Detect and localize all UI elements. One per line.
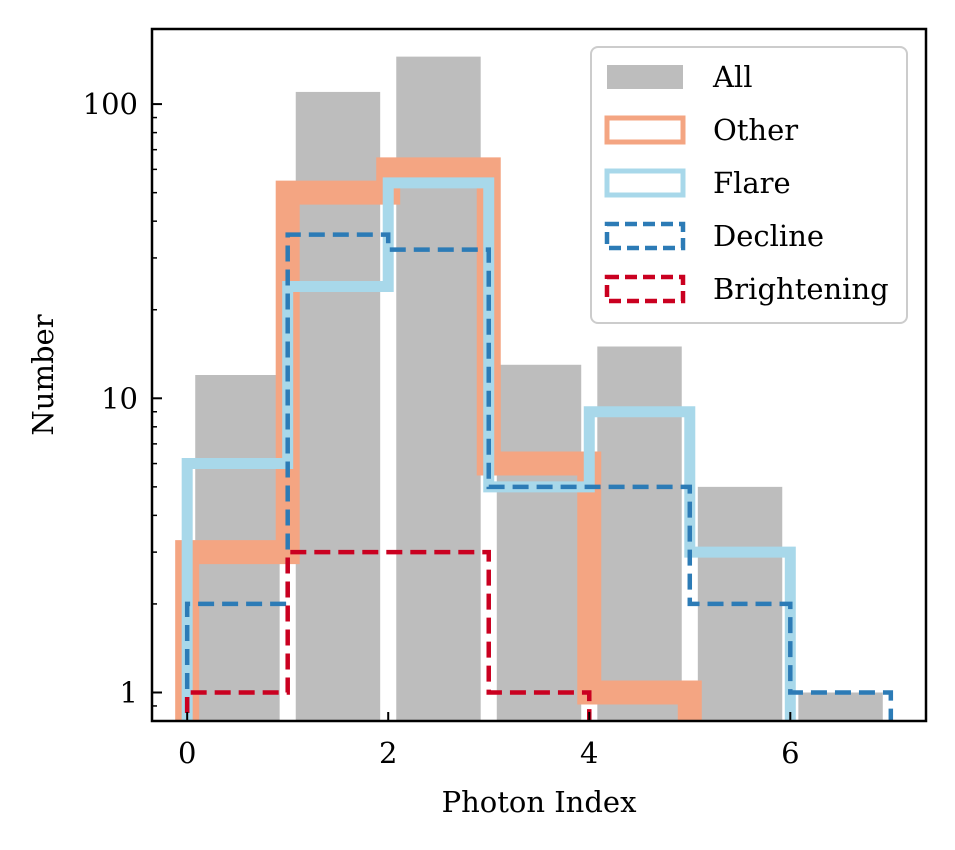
x-tick-label: 6	[781, 736, 799, 770]
y-axis-label: Number	[26, 314, 60, 435]
x-tick-label: 2	[379, 736, 397, 770]
y-tick-label: 100	[83, 87, 138, 121]
step-line-decline	[184, 232, 894, 721]
bar-all-3	[496, 364, 582, 721]
legend-swatch	[604, 168, 686, 198]
legend-label: All	[712, 60, 753, 94]
x-axis-label: Photon Index	[442, 785, 637, 819]
x-tick-label: 4	[580, 736, 598, 770]
legend-item-other: Other	[604, 113, 798, 147]
legend-swatch	[604, 115, 686, 145]
bar-all-6	[798, 692, 883, 721]
bar-all-5	[697, 486, 783, 721]
legend-swatch	[604, 274, 686, 304]
legend-label: Decline	[713, 219, 824, 253]
legend-item-decline: Decline	[604, 219, 824, 253]
legend-swatch	[604, 221, 686, 251]
bar-all-4	[597, 346, 682, 721]
legend-label: Brightening	[713, 272, 889, 306]
legend-swatch	[607, 65, 683, 89]
steps-layer	[175, 157, 894, 721]
y-tick-label: 1	[120, 675, 138, 709]
legend: All Other Flare Decline Brightening	[590, 46, 908, 324]
legend-item-flare: Flare	[604, 166, 791, 200]
plot-frame	[150, 27, 928, 723]
x-tick-label: 0	[178, 736, 196, 770]
legend-item-all: All	[607, 60, 753, 94]
legend-label: Flare	[713, 166, 791, 200]
legend-item-brightening: Brightening	[604, 272, 889, 306]
legend-label: Other	[713, 113, 798, 147]
y-tick-label: 10	[101, 381, 138, 415]
step-line-brightening	[184, 549, 592, 721]
ticks-layer: 0 2 4 6 1 10 100	[83, 87, 800, 770]
bar-all-2	[396, 56, 481, 721]
